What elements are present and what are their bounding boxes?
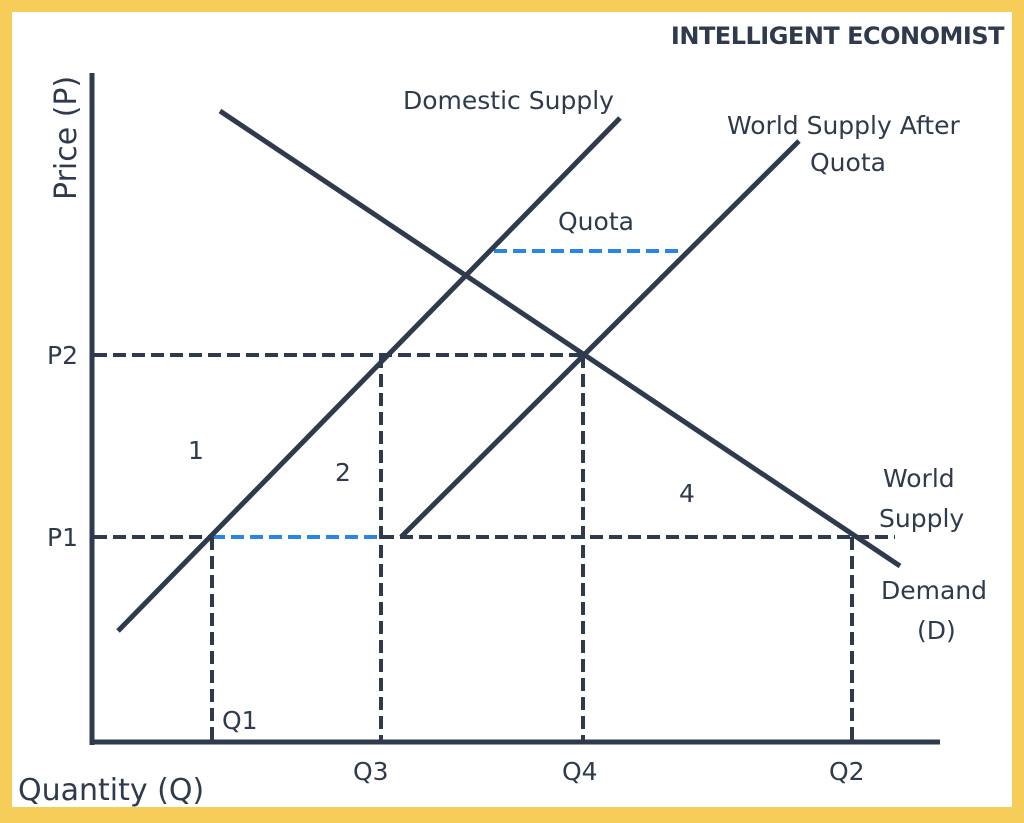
world-supply-label-line1: World (883, 464, 955, 493)
world-supply-after-quota-curve (399, 139, 801, 539)
region-2-label: 2 (335, 458, 351, 487)
demand-label-line2: (D) (917, 616, 956, 645)
domestic-supply-curve (116, 116, 622, 633)
world-supply-after-quota-label-line2: Quota (810, 148, 886, 177)
diagram-panel (12, 12, 1012, 807)
x-axis-title: Quantity (Q) (18, 773, 204, 808)
domestic-supply-label: Domestic Supply (403, 86, 614, 115)
p1-label: P1 (47, 523, 78, 552)
brand-logo: INTELLIGENT ECONOMIST (671, 22, 1005, 50)
demand-label-line1: Demand (881, 576, 987, 605)
region-4-label: 4 (679, 479, 695, 508)
quota-label: Quota (558, 207, 634, 236)
q3-label: Q3 (353, 757, 389, 786)
demand-curve (218, 108, 902, 569)
q1-label: Q1 (222, 706, 258, 735)
q2-label: Q2 (829, 757, 865, 786)
world-supply-after-quota-label-line1: World Supply After (727, 111, 960, 140)
q4-label: Q4 (562, 757, 598, 786)
y-axis-title: Price (P) (49, 76, 84, 200)
p2-label: P2 (47, 341, 78, 370)
region-1-label: 1 (188, 436, 204, 465)
world-supply-label-line2: Supply (879, 504, 964, 533)
